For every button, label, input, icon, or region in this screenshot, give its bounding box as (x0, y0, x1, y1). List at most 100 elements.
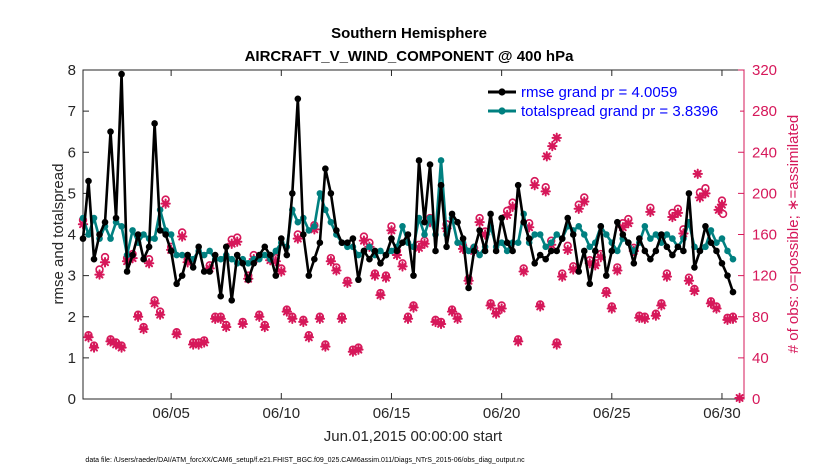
chart-subtitle: AIRCRAFT_V_WIND_COMPONENT @ 400 hPa (245, 48, 575, 65)
obs-assimilated-marker (215, 313, 226, 325)
rmse-marker (520, 218, 527, 226)
obs-assimilated-marker (507, 201, 518, 212)
rmse-marker (101, 218, 109, 226)
obs-assimilated-marker (105, 336, 116, 347)
obs-assimilated-marker (408, 302, 419, 313)
rmse-marker (724, 272, 731, 279)
rmse-marker (239, 259, 247, 267)
rmse-marker (272, 272, 280, 279)
obs-assimilated-marker (331, 265, 342, 276)
obs-assimilated-marker (386, 225, 397, 236)
obs-assimilated-marker (551, 339, 562, 350)
obs-assimilated-marker (474, 216, 485, 228)
spread-marker (647, 235, 654, 242)
rmse-marker (547, 247, 555, 255)
obs-assimilated-marker (413, 242, 425, 254)
rmse-marker (625, 239, 632, 247)
obs-assimilated-marker (303, 332, 315, 343)
rmse-marker (278, 235, 285, 242)
obs-assimilated-marker (375, 289, 386, 301)
rmse-marker (189, 264, 197, 271)
y2-tick-label: 240 (752, 144, 777, 161)
rmse-marker (492, 247, 500, 255)
obs-assimilated-marker (667, 211, 678, 223)
obs-assimilated-marker (276, 266, 287, 277)
obs-assimilated-marker (154, 309, 166, 320)
spread-marker (426, 214, 434, 222)
x-tick-label: 06/10 (263, 405, 301, 422)
obs-assimilated-marker (452, 313, 463, 325)
spread-marker (151, 235, 158, 242)
rmse-marker (118, 70, 125, 78)
rmse-marker (311, 255, 318, 263)
spread-marker (547, 239, 555, 247)
obs-assimilated-marker (534, 301, 546, 312)
obs-assimilated-marker (226, 238, 237, 249)
rmse-marker (636, 235, 643, 242)
y-axis-label: rmse and totalspread (50, 164, 67, 305)
rmse-marker (283, 251, 291, 259)
obs-assimilated-marker (171, 329, 182, 340)
y2-tick-label: 0 (752, 391, 760, 408)
spread-marker (575, 222, 583, 230)
rmse-marker (382, 251, 390, 259)
spread-marker (305, 227, 313, 234)
rmse-marker (250, 259, 258, 267)
obs-assimilated-marker (435, 318, 447, 330)
legend: rmse grand pr = 4.0059 totalspread grand… (474, 79, 740, 123)
rmse-marker (630, 259, 638, 267)
y-tick-label: 2 (68, 309, 76, 326)
obs-assimilated-marker (94, 269, 105, 280)
rmse-marker (300, 231, 307, 238)
rmse-marker (162, 231, 169, 238)
obs-assimilated-marker (369, 270, 381, 281)
rmse-marker (211, 251, 219, 259)
y-tick-label: 1 (68, 350, 76, 367)
obs-assimilated-marker (562, 244, 573, 256)
rmse-marker (531, 259, 538, 267)
spread-marker (454, 239, 461, 247)
rmse-marker (707, 239, 715, 247)
obs-assimilated-marker (485, 300, 496, 311)
rmse-marker (107, 128, 114, 135)
y-tick-label: 0 (68, 391, 76, 408)
obs-assimilated-marker (314, 313, 326, 325)
spread-marker (553, 231, 561, 238)
rmse-marker (338, 239, 346, 247)
rmse-marker (558, 235, 566, 242)
obs-assimilated-marker (617, 222, 629, 233)
spread-marker (167, 231, 175, 238)
obs-assimilated-marker (198, 337, 210, 348)
rmse-marker (206, 268, 213, 275)
rmse-marker (459, 235, 467, 242)
obs-assimilated-marker (143, 258, 155, 269)
obs-assimilated-marker (557, 271, 568, 282)
rmse-marker (602, 272, 610, 279)
obs-assimilated-marker (99, 257, 111, 268)
rmse-marker (233, 251, 241, 259)
obs-assimilated-marker (391, 249, 403, 261)
spread-marker (476, 251, 483, 259)
y-tick-label: 6 (68, 144, 76, 161)
x-axis: 06/05 06/10 06/15 06/20 06/25 06/30 (152, 70, 741, 422)
rmse-marker (696, 247, 704, 255)
rmse-marker (454, 218, 461, 226)
y2-tick-label: 120 (752, 268, 777, 285)
rmse-marker (410, 272, 417, 279)
obs-assimilated-marker (541, 151, 552, 162)
spread-marker (217, 255, 225, 263)
rmse-marker (156, 227, 164, 234)
spread-marker (327, 218, 335, 226)
obs-assimilated-marker (601, 287, 612, 299)
spread-marker (729, 255, 737, 263)
legend-rmse-label: rmse grand pr = 4.0059 (521, 84, 677, 101)
obs-assimilated-marker (110, 339, 122, 350)
rmse-marker (713, 247, 720, 255)
rmse-marker (294, 95, 302, 103)
y-tick-label: 7 (68, 103, 76, 120)
rmse-marker (432, 247, 439, 255)
legend-box (474, 79, 740, 123)
obs-assimilated-marker (623, 217, 634, 229)
rmse-marker (228, 297, 236, 304)
